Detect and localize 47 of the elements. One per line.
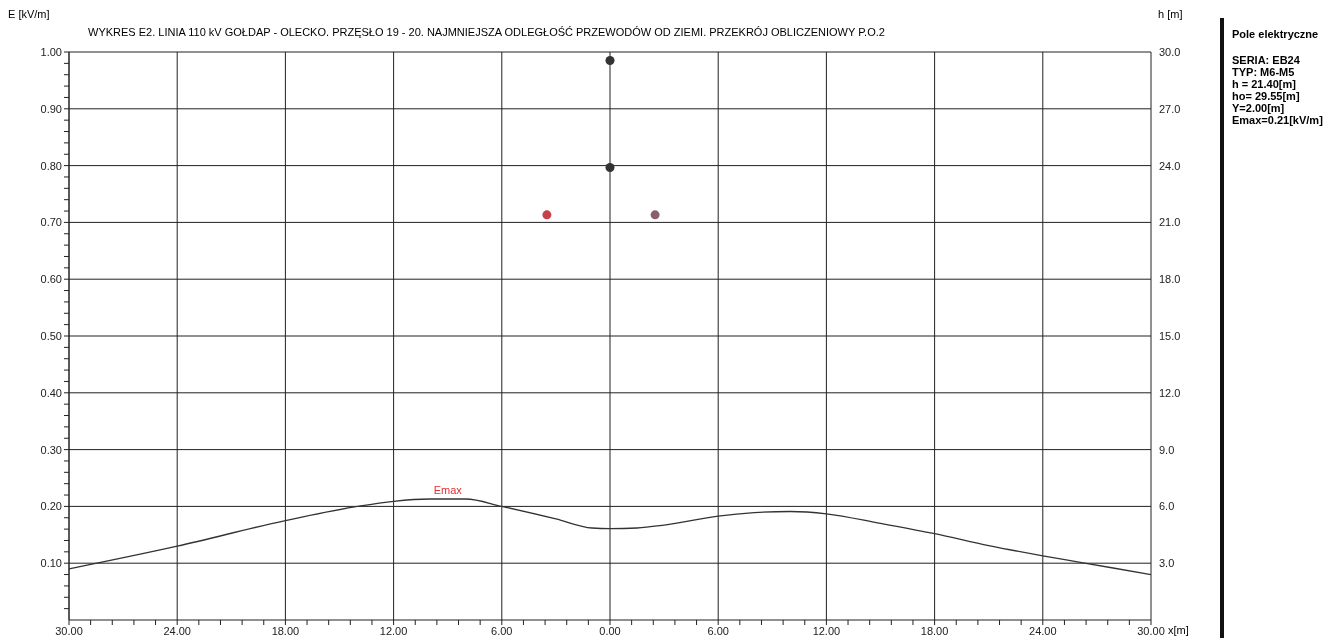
- y-tick-label: 0.10: [40, 557, 62, 570]
- x-tick-label: 30.00: [1137, 624, 1165, 637]
- y-tick-label: 0.60: [40, 273, 62, 286]
- x-tick-label: 30.00: [55, 624, 83, 637]
- y-axis-title: E [kV/m]: [8, 8, 50, 20]
- x-tick-label: 24.00: [163, 624, 191, 637]
- x-tick-label: 12.00: [812, 624, 841, 637]
- y2-tick-label: 18.0: [1159, 273, 1181, 286]
- y-tick-label: 0.80: [40, 159, 62, 172]
- x-axis-title: x[m]: [1168, 624, 1189, 636]
- chart-title: WYKRES E2. LINIA 110 kV GOŁDAP - OLECKO. PRZĘSŁO 19 - 20. NAJMNIEJSZA ODLEGŁOŚĆ PRZEWODÓW OD ZIEMI. PRZEKRÓJ OBLICZENIOWY P.O.2: [88, 26, 885, 38]
- y2-tick-label: 27.0: [1159, 102, 1181, 115]
- point: [542, 210, 552, 220]
- text: SERIA: EB24: [1232, 54, 1301, 66]
- text: TYP: M6-M5: [1232, 66, 1296, 78]
- x-tick-label: 12.00: [379, 624, 408, 637]
- text: h = 21.40[m]: [1232, 78, 1297, 90]
- y-tick-label: 0.70: [40, 216, 62, 229]
- x-tick-label: 0.00: [599, 624, 621, 637]
- point: [605, 162, 615, 172]
- annotation: Emax: [433, 484, 463, 497]
- y2-tick-label: 24.0: [1159, 159, 1181, 172]
- y-tick-label: 0.30: [40, 443, 62, 456]
- text: Pole elektryczne: [1232, 28, 1320, 40]
- y-tick-label: 1.00: [40, 45, 62, 58]
- y2-tick-label: 3.0: [1159, 557, 1175, 570]
- text: Y=2.00[m]: [1232, 102, 1286, 114]
- point: [605, 56, 615, 66]
- text: ho= 29.55[m]: [1232, 90, 1301, 102]
- y2-tick-label: 12.0: [1159, 386, 1181, 399]
- y-tick-label: 0.40: [40, 386, 62, 399]
- y-tick-label: 0.20: [40, 500, 62, 513]
- x-tick-label: 18.00: [920, 624, 949, 637]
- point: [650, 210, 660, 220]
- y2-tick-label: 6.0: [1159, 500, 1175, 513]
- text: Emax=0.21[kV/m]: [1232, 114, 1323, 126]
- y2-tick-label: 9.0: [1159, 443, 1175, 456]
- x-tick-label: 6.00: [491, 624, 513, 637]
- y-tick-label: 0.90: [40, 102, 62, 115]
- y2-axis-title: h [m]: [1158, 8, 1183, 20]
- y-tick-label: 0.50: [40, 329, 62, 342]
- x-tick-label: 6.00: [707, 624, 729, 637]
- x-tick-label: 18.00: [271, 624, 300, 637]
- y2-tick-label: 21.0: [1159, 216, 1181, 229]
- y2-tick-label: 30.0: [1159, 45, 1181, 58]
- y2-tick-label: 15.0: [1159, 329, 1181, 342]
- x-tick-label: 24.00: [1029, 624, 1057, 637]
